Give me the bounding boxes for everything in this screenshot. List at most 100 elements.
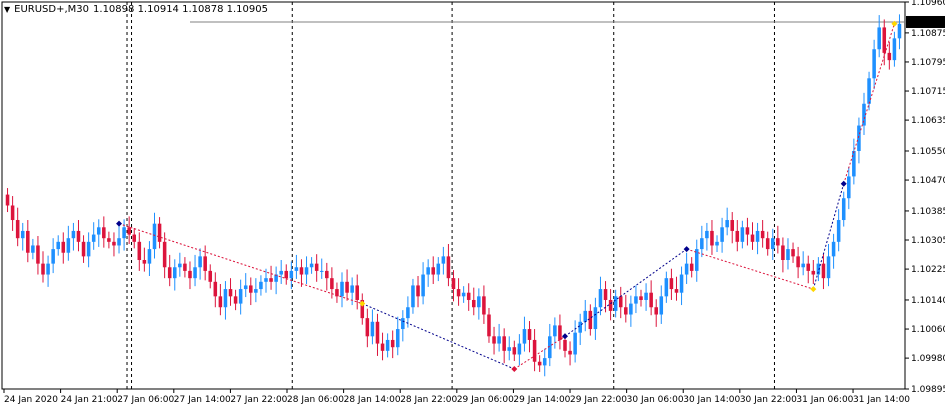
candle-body (441, 256, 446, 264)
candle-body (517, 343, 522, 355)
candle-body (365, 318, 370, 337)
candle-body (395, 329, 400, 348)
candle-body (649, 292, 653, 308)
candle-body (532, 339, 537, 362)
candle-body (542, 358, 547, 366)
candle-body (892, 38, 897, 61)
candle-body (41, 263, 45, 275)
x-tick-label: 31 Jan 06:00 (796, 395, 853, 405)
candle-body (86, 241, 91, 257)
candle-body (624, 307, 628, 315)
candle-body (294, 267, 299, 271)
candle-body (760, 230, 765, 239)
candle-body (750, 234, 755, 242)
x-tick-label: 28 Jan 22:00 (400, 395, 457, 405)
candle-body (492, 336, 496, 344)
ohlc-values: 1.10898 1.10914 1.10878 1.10905 (93, 4, 268, 15)
candle-body (370, 321, 375, 337)
candle-body (482, 296, 486, 315)
candle-body (836, 220, 841, 242)
candle-body (102, 227, 106, 239)
pivot-marker (511, 366, 518, 373)
candle-body (51, 249, 55, 264)
candle-body (436, 263, 441, 275)
candle-body (96, 227, 101, 235)
candle-body (325, 270, 329, 279)
candle-body (213, 281, 218, 297)
candle-body (639, 296, 643, 300)
y-tick-label: 1.10960 (911, 0, 945, 8)
candle-body (401, 318, 405, 330)
candle-body (112, 241, 116, 246)
candle-body (563, 339, 567, 351)
candle-body (568, 350, 572, 355)
triangle-down-icon[interactable]: ▼ (4, 5, 11, 14)
candle-body (897, 23, 902, 39)
candle-body (847, 176, 851, 199)
candle-body (157, 223, 162, 242)
candle-body (578, 321, 582, 333)
candle-body (603, 289, 608, 300)
candle-body (710, 230, 714, 246)
candle-body (588, 310, 593, 330)
candle-body (654, 307, 658, 315)
candle-body (694, 249, 699, 271)
candle-body (664, 278, 669, 297)
candle-body (132, 234, 137, 242)
chart-header: ▼ EURUSD+,M30 1.10898 1.10914 1.10878 1.… (4, 4, 268, 15)
y-tick-label: 1.09895 (911, 385, 945, 395)
candle-body (279, 270, 283, 275)
symbol-label: EURUSD+,M30 (14, 4, 90, 15)
candle-body (821, 263, 826, 279)
candle-body (507, 347, 512, 351)
candle-body (497, 336, 501, 344)
candle-body (629, 303, 633, 315)
zigzag-segment (118, 223, 363, 305)
y-tick-label: 1.09980 (911, 354, 945, 364)
candle-body (867, 78, 871, 104)
candle-body (634, 296, 638, 304)
candle-body (816, 263, 821, 275)
x-tick-label: 24 Jan 2020 (4, 395, 58, 405)
candle-body (319, 270, 324, 272)
y-tick-label: 1.10060 (911, 325, 945, 335)
candle-body (826, 256, 831, 279)
candle-body (340, 281, 344, 297)
pivot-marker (359, 300, 366, 307)
candle-body (269, 278, 273, 282)
y-tick-label: 1.10225 (911, 265, 945, 275)
candle-body (81, 241, 86, 257)
candle-body (877, 27, 881, 50)
y-tick-label: 1.10305 (911, 236, 945, 246)
candle-body (107, 238, 111, 242)
candle-body (218, 296, 223, 308)
candle-body (512, 347, 517, 355)
candle-body (720, 227, 724, 242)
x-tick-label: 28 Jan 14:00 (344, 395, 401, 405)
pivot-marker (810, 286, 817, 293)
candle-body (345, 281, 349, 293)
y-tick-label: 1.10140 (911, 296, 945, 306)
candle-body (522, 329, 527, 344)
candle-body (593, 307, 598, 330)
candle-body (755, 230, 760, 242)
pivot-marker (891, 20, 898, 27)
x-tick-label: 30 Jan 06:00 (627, 395, 684, 405)
candle-body (304, 267, 309, 275)
candle-body (208, 270, 213, 282)
candle-body (745, 227, 750, 235)
candle-body (573, 332, 577, 355)
candle-body (360, 299, 365, 319)
x-tick-label: 31 Jan 14:00 (853, 395, 910, 405)
x-tick-label: 28 Jan 06:00 (287, 395, 344, 405)
candle-body (421, 274, 425, 297)
candle-body (167, 267, 172, 279)
candle-body (659, 296, 664, 315)
candle-body (553, 325, 557, 337)
candle-body (309, 263, 314, 268)
y-tick-label: 1.10875 (911, 29, 945, 39)
zigzag-segment (564, 248, 687, 337)
y-tick-label: 1.10795 (911, 58, 945, 68)
candle-body (776, 238, 780, 246)
